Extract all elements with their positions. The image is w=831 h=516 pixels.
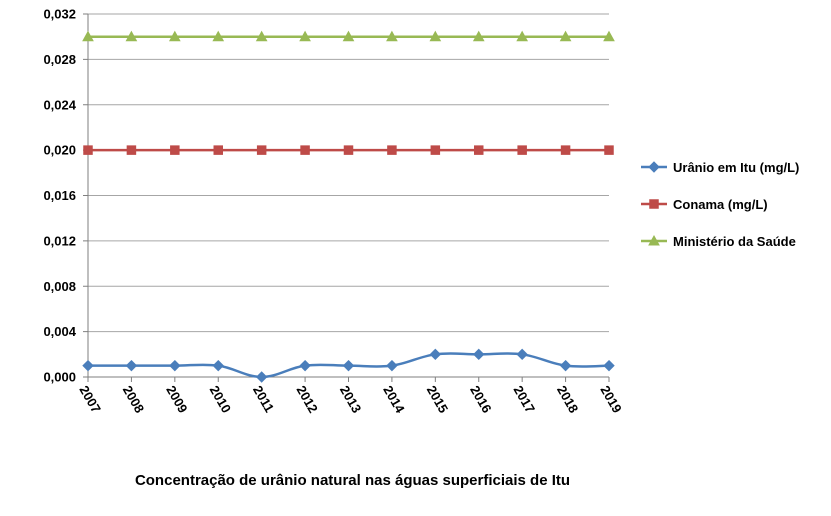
data-point	[212, 359, 224, 372]
y-tick-label: 0,004	[43, 324, 76, 339]
data-point	[474, 145, 484, 155]
y-tick-label: 0,000	[43, 370, 76, 385]
legend-label: Conama (mg/L)	[673, 197, 768, 212]
y-tick-label: 0,020	[43, 143, 76, 158]
data-point	[386, 30, 398, 42]
data-point	[213, 145, 223, 155]
data-point	[343, 145, 354, 155]
legend-marker	[648, 234, 660, 246]
data-point	[125, 359, 138, 372]
data-point	[560, 145, 571, 155]
data-point	[604, 145, 614, 155]
y-tick-label: 0,032	[43, 7, 76, 22]
legend-marker	[648, 161, 660, 173]
data-point	[517, 145, 527, 155]
data-point	[342, 30, 355, 42]
data-point	[429, 348, 442, 361]
x-tick-label: 2007	[76, 383, 103, 416]
y-tick-label: 0,008	[43, 279, 76, 294]
series-group	[82, 30, 615, 383]
x-tick-label: 2013	[337, 383, 364, 416]
data-point	[168, 30, 181, 42]
y-tick-label: 0,028	[43, 52, 76, 67]
legend-label: Ministério da Saúde	[673, 234, 796, 249]
chart-title: Concentração de urânio natural nas águas…	[134, 472, 571, 489]
data-point	[170, 145, 180, 155]
data-point	[299, 359, 311, 372]
x-tick-label: 2009	[163, 383, 190, 416]
x-tick-label: 2014	[380, 383, 408, 416]
y-axis-ticks: 0,000 0,004 0,008 0,012 0,016 0,020 0,024 0,028…	[43, 7, 88, 385]
data-point	[473, 348, 485, 361]
y-tick-label: 0,016	[43, 188, 76, 203]
data-point	[256, 145, 267, 155]
legend-label: Urânio em Itu (mg/L)	[673, 160, 799, 175]
x-tick-label: 2011	[250, 383, 277, 415]
series-2	[83, 145, 614, 155]
data-point	[299, 30, 311, 42]
legend-marker	[649, 199, 659, 209]
data-point	[212, 30, 225, 42]
data-point	[386, 359, 398, 372]
data-point	[603, 30, 615, 42]
legend-entry: Urânio em Itu (mg/L)	[641, 160, 799, 175]
data-point	[300, 145, 310, 155]
series-3	[82, 30, 615, 42]
data-point	[429, 30, 442, 42]
x-axis-ticks: 2007 2008 2009 2010 2011 2012 2013 2014 2015 2016…	[76, 377, 625, 416]
legend-entry: Ministério da Saúde	[641, 234, 796, 249]
series-1	[82, 348, 615, 383]
data-point	[83, 145, 93, 155]
x-tick-label: 2018	[554, 383, 581, 416]
y-tick-label: 0,024	[43, 97, 76, 112]
data-point	[516, 348, 528, 361]
data-point	[255, 30, 268, 42]
data-point	[125, 30, 138, 42]
x-tick-label: 2015	[424, 383, 451, 416]
x-tick-label: 2019	[597, 383, 624, 416]
x-tick-label: 2016	[467, 383, 494, 416]
data-point	[387, 145, 397, 155]
gridlines	[88, 13, 609, 333]
data-point	[82, 359, 94, 372]
data-point	[126, 145, 137, 155]
legend: Urânio em Itu (mg/L) Conama (mg/L) Ministé…	[641, 160, 799, 249]
data-point	[430, 145, 441, 155]
data-point	[472, 30, 485, 42]
data-point	[559, 359, 572, 372]
y-tick-label: 0,012	[43, 233, 76, 248]
data-point	[169, 359, 181, 372]
data-point	[516, 30, 529, 42]
x-tick-label: 2008	[120, 383, 147, 416]
x-tick-label: 2017	[511, 383, 538, 416]
data-point	[82, 30, 94, 42]
data-point	[255, 371, 268, 383]
x-tick-label: 2010	[207, 383, 234, 416]
data-point	[559, 30, 572, 42]
x-tick-label: 2012	[293, 383, 320, 416]
legend-entry: Conama (mg/L)	[641, 197, 768, 212]
data-point	[342, 359, 355, 372]
data-point	[603, 359, 615, 372]
